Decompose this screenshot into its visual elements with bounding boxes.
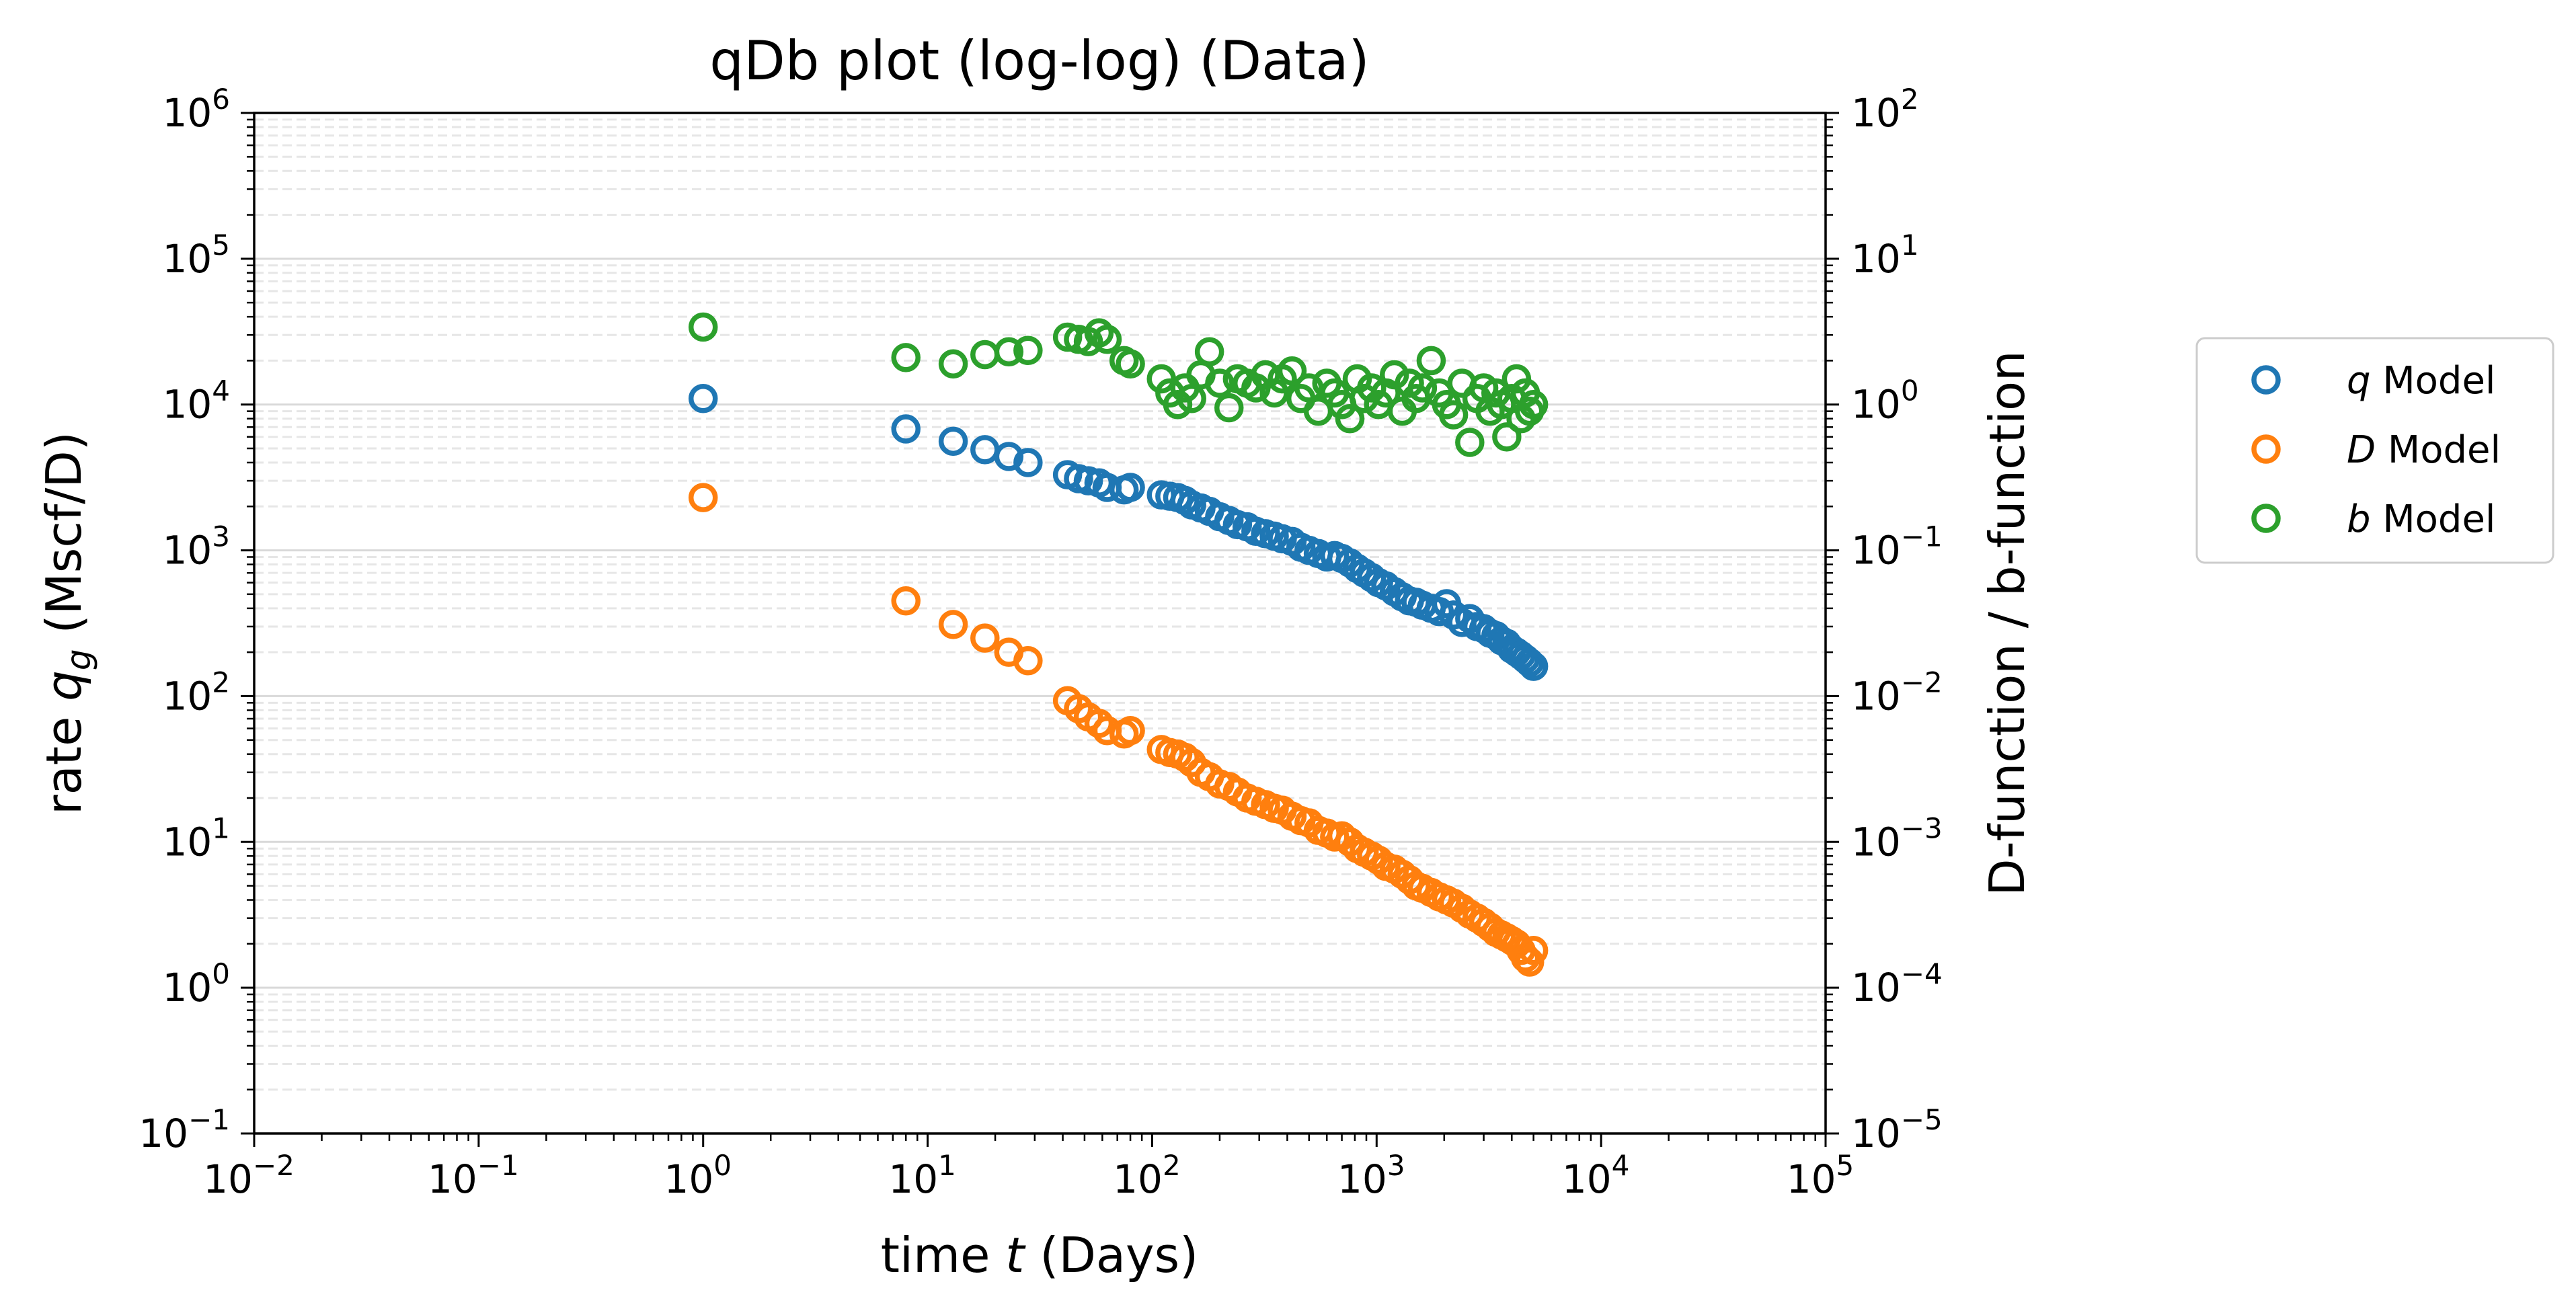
y-tick-label: 100 [162,957,230,1010]
data-point [891,414,921,444]
data-point [1116,473,1145,502]
legend-marker [2251,504,2281,533]
data-point [688,483,718,512]
data-point [1116,715,1145,746]
plot-frame [253,112,1827,1135]
x-tick-label: 10−2 [203,1149,295,1202]
data-point [1092,324,1122,354]
x-tick-label: 101 [888,1149,956,1202]
data-point [994,442,1024,471]
y-axis-label: rate qg (Mscf/D) [36,432,98,815]
x-tick-label: 105 [1787,1149,1855,1202]
grid-layer [254,118,1826,1091]
legend-box [2195,337,2554,564]
y-tick-label: 104 [162,374,230,428]
data-point [1416,346,1446,376]
data-point [1492,422,1522,452]
y-tick-label: 105 [162,229,230,282]
x-tick-label: 103 [1337,1149,1405,1202]
data-point [1084,709,1114,738]
data-point [938,426,968,456]
y-tick-label: 103 [162,520,230,573]
data-point [1455,428,1485,457]
y2-tick-label: 10−4 [1851,957,1943,1010]
x-tick-label: 104 [1562,1149,1630,1202]
legend-marker [2251,434,2281,464]
data-point [938,610,968,639]
data-point [1116,349,1145,379]
data-point [1510,644,1540,674]
data-point [1259,378,1289,408]
y2-axis-label: D-function / b-function [1979,350,2035,895]
data-point [1510,943,1540,973]
data-point [1013,335,1043,365]
y-tick-label: 102 [162,666,230,719]
y-axis-ticks: 10−1 100 101 102 103 104 105 106 [139,83,254,1156]
legend-marker [2251,365,2281,395]
legend-label: D Model [2347,428,2501,472]
series-b [688,312,1549,457]
data-point [1013,645,1043,676]
y2-tick-label: 102 [1851,83,1919,136]
data-point [1357,373,1387,403]
data-point [1518,651,1549,681]
y-tick-label: 10−1 [139,1103,230,1156]
series-D [688,483,1549,977]
legend-label: b Model [2347,497,2495,541]
y2-tick-label: 10−2 [1851,666,1943,719]
data-point [1514,647,1545,678]
x-tick-label: 100 [664,1149,732,1202]
data-point [1013,448,1043,477]
y-tick-label: 106 [162,83,230,136]
data-point [1335,403,1365,434]
data-point [1518,936,1549,965]
y2-tick-label: 101 [1851,229,1919,282]
y2-axis-ticks: 10−5 10−4 10−3 10−2 10−1 100 101 102 [1826,83,1943,1156]
data-point [891,343,921,372]
data-point [688,383,718,413]
data-point [1194,337,1224,367]
data-point [1214,393,1244,423]
data-point [1518,389,1549,420]
series-q [688,383,1549,681]
legend: q Model D Model b Model [2195,337,2554,564]
data-point [1379,360,1409,390]
y2-tick-label: 10−5 [1851,1103,1943,1156]
data-point [938,349,968,379]
data-point [891,586,921,616]
series-layer [688,312,1549,977]
x-axis-label: time t (Days) [881,1227,1199,1283]
data-point [1177,383,1206,413]
data-point [1163,389,1193,420]
x-tick-label: 102 [1113,1149,1181,1202]
x-axis-ticks: 10−2 10−1 100 101 102 103 104 105 [203,1133,1854,1202]
y2-tick-label: 100 [1851,374,1919,428]
data-point [1395,368,1424,398]
x-tick-label: 10−1 [428,1149,519,1202]
data-point [970,623,1000,653]
data-point [1205,368,1235,398]
data-point [1424,596,1454,627]
y-tick-label: 101 [162,811,230,865]
y2-tick-label: 10−3 [1851,811,1943,865]
data-point [688,312,718,342]
data-point [1277,356,1307,386]
legend-label: q Model [2347,359,2495,403]
y2-tick-label: 10−1 [1851,520,1943,573]
data-point [1407,373,1438,403]
data-point [994,337,1024,367]
chart-title: qDb plot (log-log) (Data) [709,30,1369,92]
legend-items: q Model D Model b Model [2251,359,2501,541]
data-point [1438,400,1469,430]
